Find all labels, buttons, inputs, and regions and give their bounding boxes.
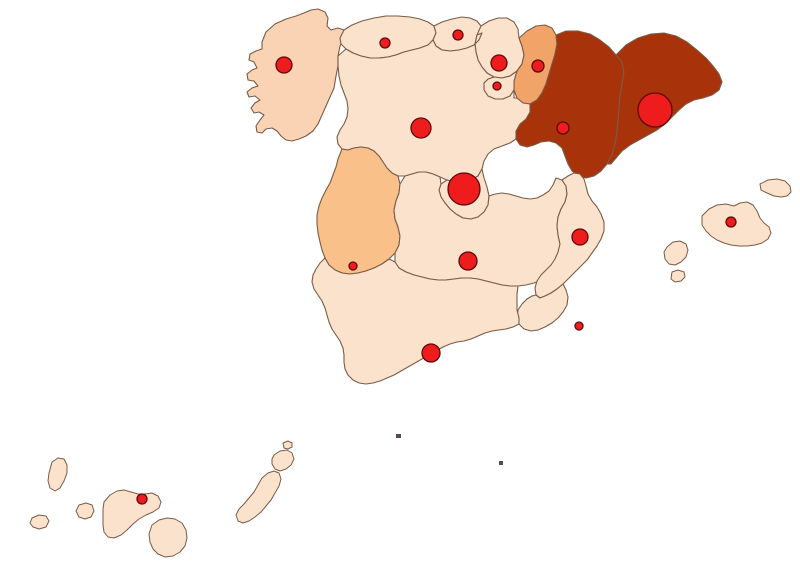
- island-formentera[interactable]: [670, 269, 686, 283]
- marker-illes-balears[interactable]: [725, 216, 737, 228]
- marker-comunidad-valenciana[interactable]: [571, 228, 589, 246]
- marker-castilla-y-leon[interactable]: [410, 117, 432, 139]
- island-fuerteventura[interactable]: [235, 470, 282, 524]
- marker-asturias[interactable]: [379, 37, 391, 49]
- island-la-graciosa[interactable]: [282, 440, 293, 450]
- island-ibiza[interactable]: [663, 240, 689, 266]
- marker-extremadura[interactable]: [348, 261, 358, 271]
- marker-aragon[interactable]: [556, 121, 570, 135]
- marker-la-rioja[interactable]: [492, 81, 502, 91]
- island-la-palma[interactable]: [47, 457, 68, 492]
- island-gran-canaria[interactable]: [148, 517, 188, 558]
- marker-castilla-la-mancha[interactable]: [458, 251, 478, 271]
- region-andalucia[interactable]: [311, 257, 520, 385]
- marker-pais-vasco[interactable]: [490, 54, 508, 72]
- island-lanzarote[interactable]: [271, 449, 295, 472]
- marker-canarias[interactable]: [136, 493, 148, 505]
- marker-cantabria[interactable]: [452, 29, 464, 41]
- territory-melilla[interactable]: [499, 461, 503, 465]
- region-galicia[interactable]: [246, 8, 345, 142]
- island-mallorca[interactable]: [701, 201, 772, 247]
- territory-ceuta[interactable]: [396, 434, 401, 438]
- marker-cataluna[interactable]: [637, 92, 673, 128]
- island-menorca[interactable]: [759, 178, 792, 198]
- island-el-hierro[interactable]: [29, 514, 50, 530]
- marker-madrid[interactable]: [447, 172, 481, 206]
- marker-murcia[interactable]: [574, 321, 584, 331]
- marker-andalucia[interactable]: [421, 343, 441, 363]
- island-la-gomera[interactable]: [75, 502, 95, 520]
- region-murcia[interactable]: [516, 283, 569, 332]
- marker-galicia[interactable]: [275, 56, 293, 74]
- marker-navarra[interactable]: [531, 59, 545, 73]
